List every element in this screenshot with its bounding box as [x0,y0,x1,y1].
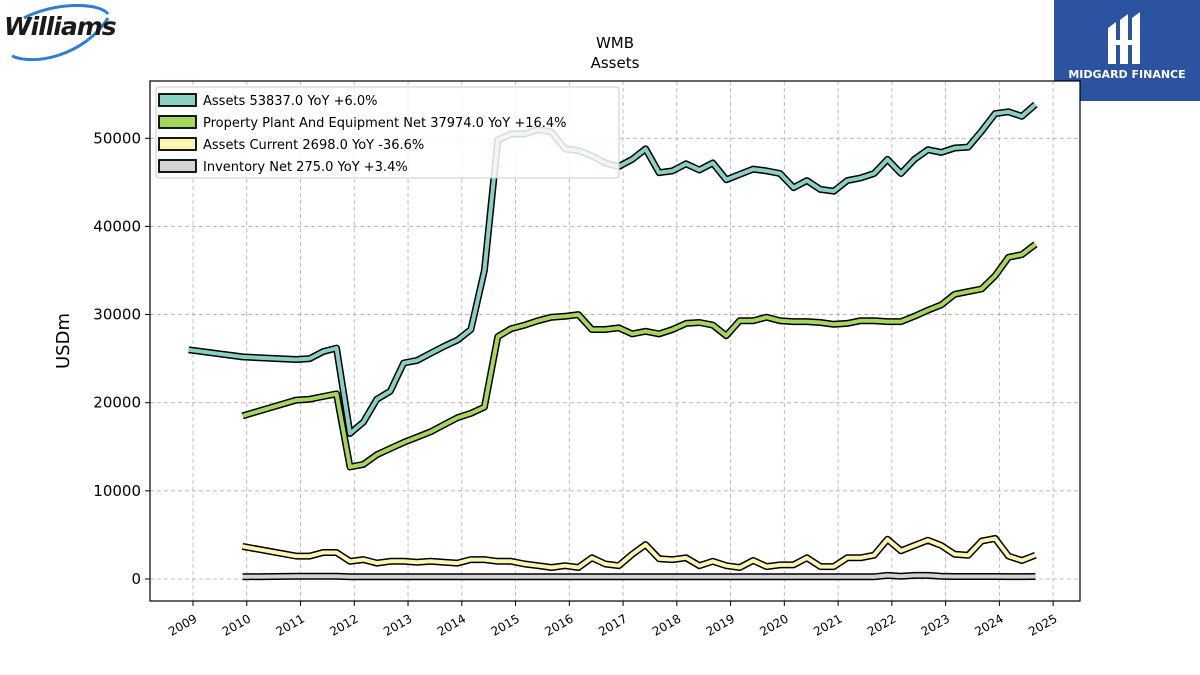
x-tick-label: 2016 [542,611,575,638]
x-tick-label: 2014 [435,611,468,638]
legend-label-assets-current: Assets Current 2698.0 YoY -36.6% [203,138,424,153]
x-tick-label: 2024 [972,611,1005,638]
legend: Assets 53837.0 YoY +6.0% Property Plant A… [155,86,620,179]
x-tick-label: 2020 [757,611,790,638]
legend-swatch-property-plant-and-equipment-net [158,115,197,129]
series-line-property-plant-and-equipment-net [241,242,1037,469]
x-tick-label: 2019 [704,611,737,638]
y-axis: 0 10000 20000 30000 40000 50000 [93,129,150,588]
legend-label-inventory-net: Inventory Net 275.0 YoY +3.4% [203,160,408,175]
legend-swatch-inventory-net [158,159,197,173]
x-tick-label: 2025 [1026,611,1059,638]
y-tick-label: 50000 [93,129,141,147]
williams-logo: Williams [4,4,119,64]
legend-swatch-assets [158,93,197,107]
chart-title: WMB [596,34,634,52]
series-layer [188,101,1038,581]
y-tick-label: 40000 [93,217,141,235]
x-tick-label: 2023 [919,611,952,638]
x-tick-label: 2013 [381,611,414,638]
williams-swoosh-icon [11,4,110,62]
midgard-mark-icon [1108,12,1140,64]
legend-swatch-assets-current [158,137,197,151]
series-line-assets-current [242,536,1037,570]
y-tick-label: 30000 [93,306,141,324]
y-tick-label: 20000 [93,394,141,412]
x-tick-label: 2012 [327,611,360,638]
series-line-assets [188,102,1037,436]
y-tick-label: 0 [131,570,141,588]
y-tick-label: 10000 [93,482,141,500]
x-axis: 2009 2010 2011 2012 2013 2014 2015 2016 2017 2018… [166,601,1060,639]
x-tick-label: 2015 [489,611,522,638]
x-tick-label: 2011 [274,611,307,638]
x-tick-label: 2009 [166,611,199,638]
x-tick-label: 2018 [650,611,683,638]
legend-label-assets: Assets 53837.0 YoY +6.0% [203,94,378,109]
x-tick-label: 2010 [220,611,253,638]
x-tick-label: 2017 [596,611,629,638]
series-line-inventory-net [242,573,1036,579]
legend-frame [155,86,620,179]
chart-subtitle: Assets [591,54,640,72]
legend-label-property-plant-and-equipment-net: Property Plant And Equipment Net 37974.0… [203,116,567,131]
williams-wordmark: Williams [4,12,117,41]
plot-frame [149,80,1081,602]
midgard-wordmark: MIDGARD FINANCE [1068,68,1186,81]
x-tick-label: 2022 [865,611,898,638]
x-tick-label: 2021 [811,611,844,638]
y-axis-label: USDm [53,313,74,369]
